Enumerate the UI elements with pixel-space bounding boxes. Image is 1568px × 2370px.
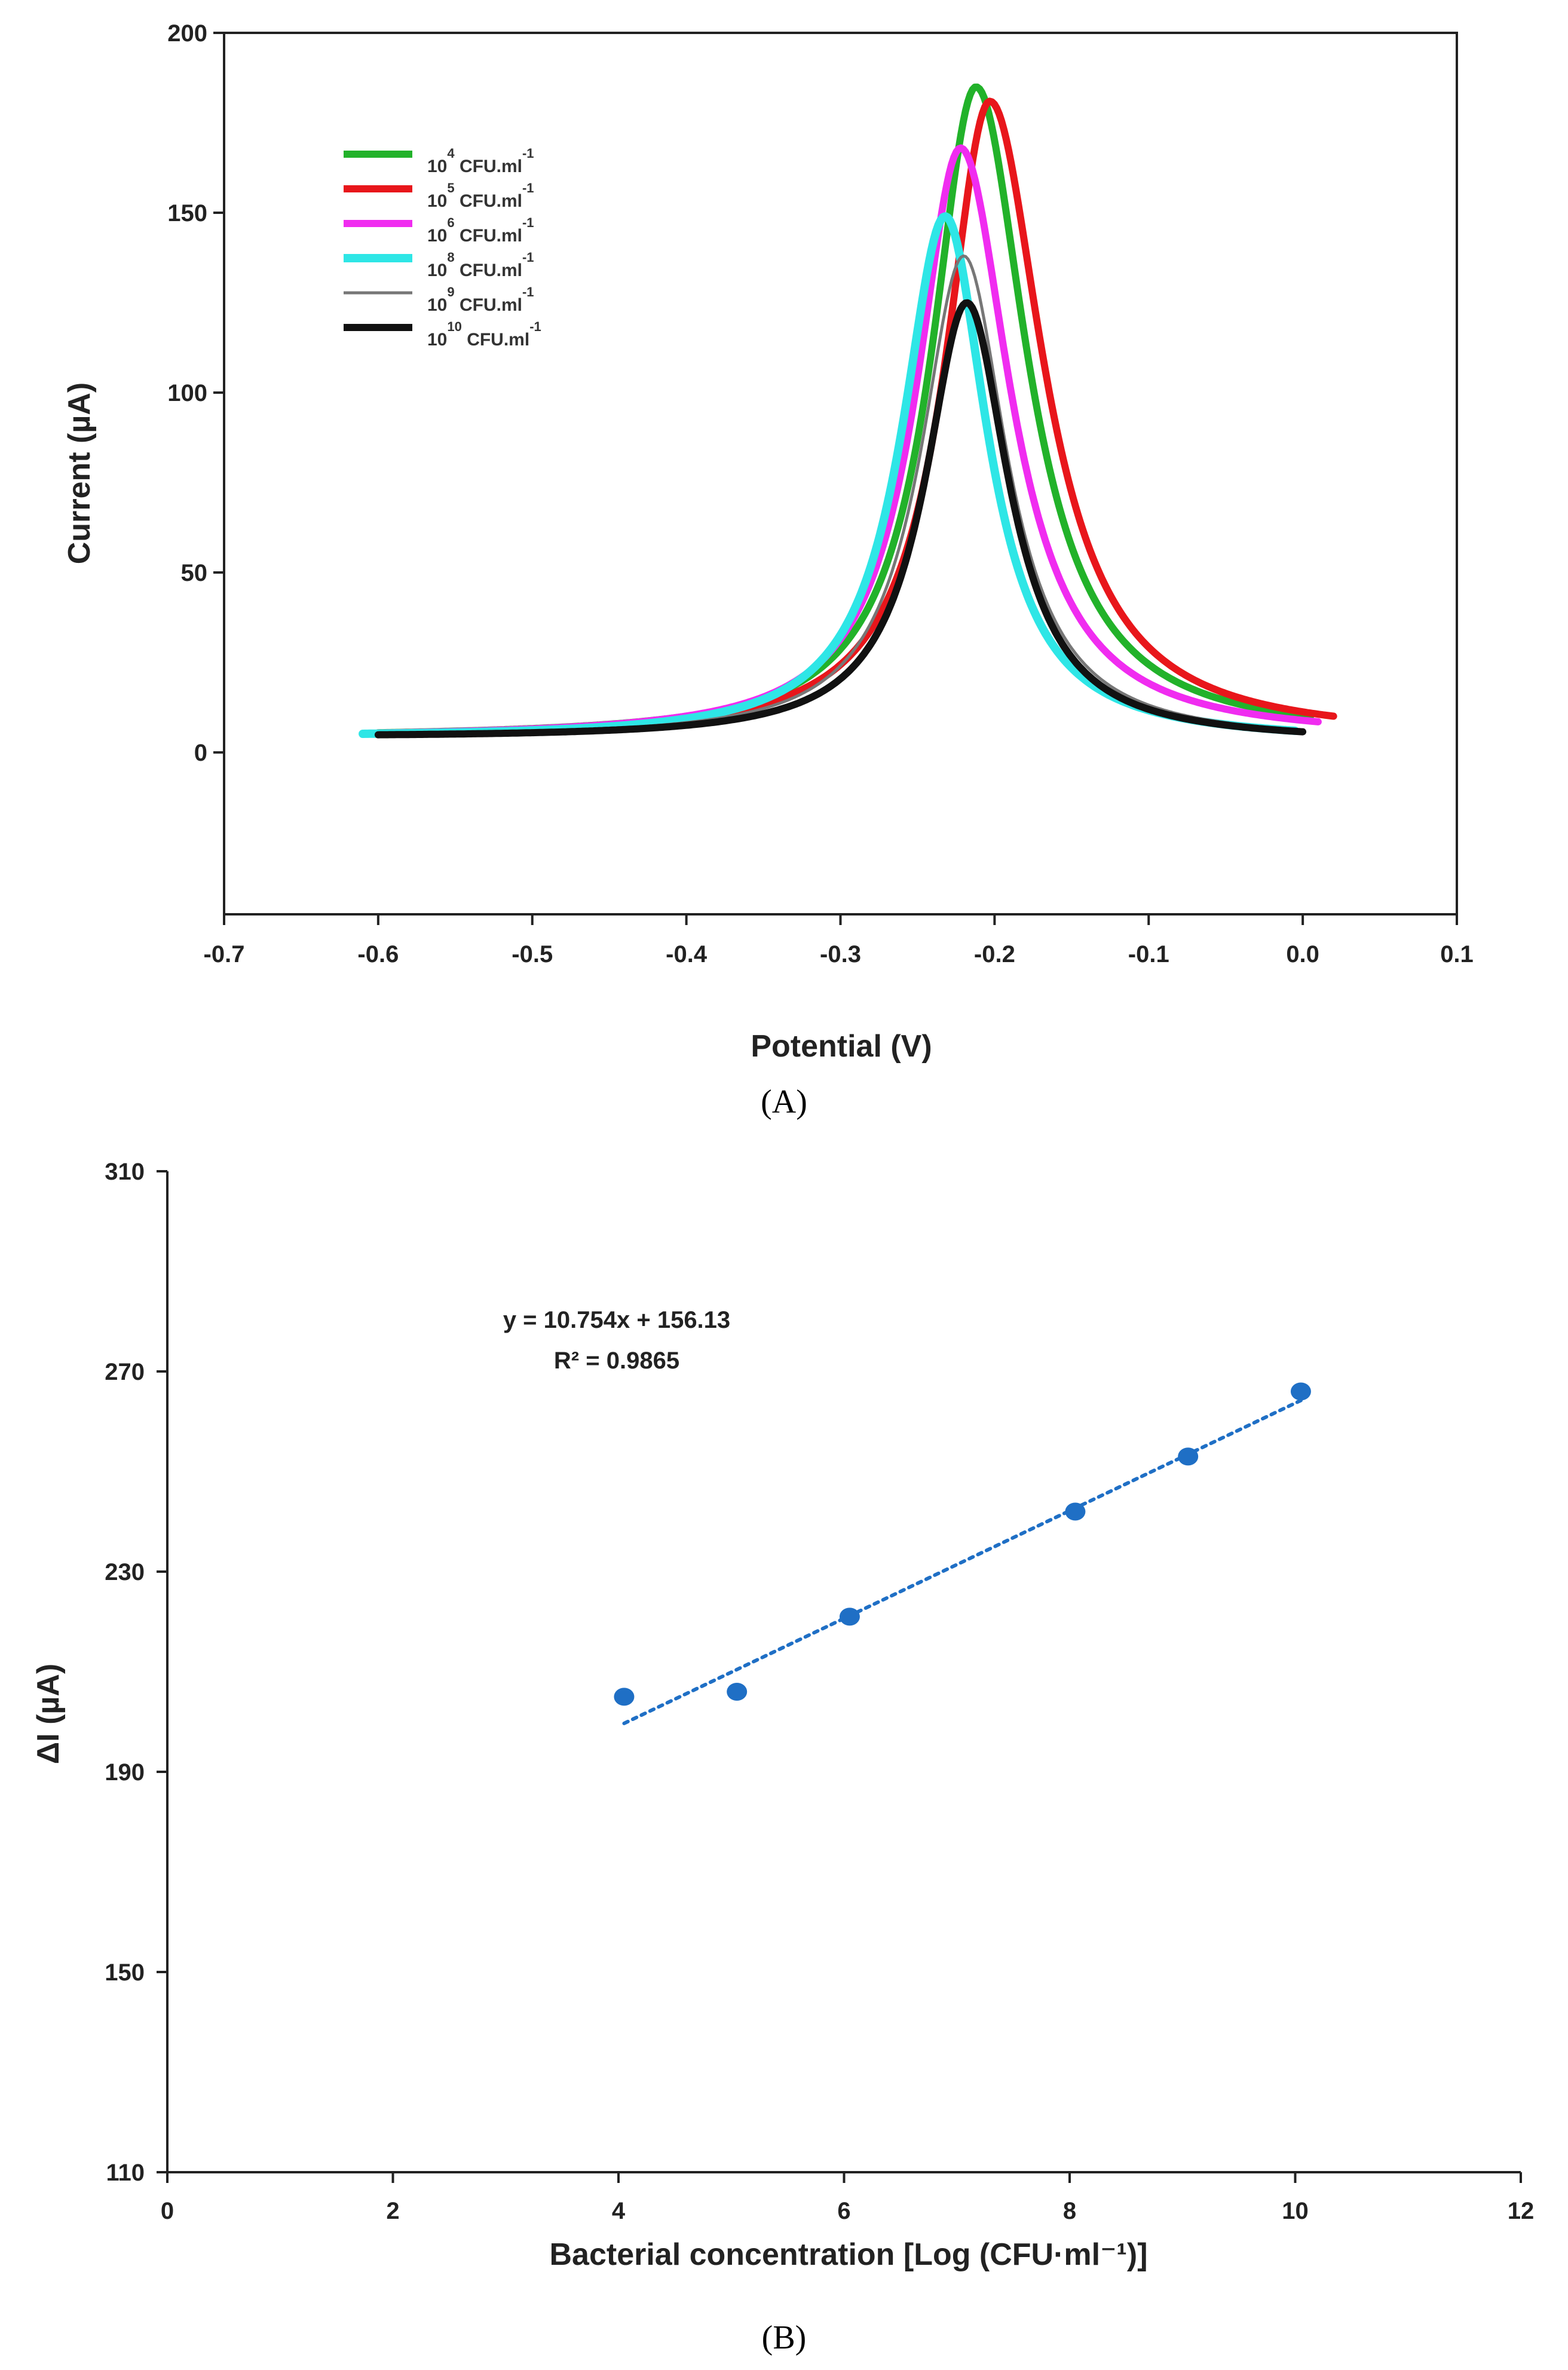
panel-b-y-tick-label: 190 — [105, 1759, 145, 1786]
panel-b-data-point — [839, 1607, 860, 1626]
panel-a-label: (A) — [761, 1083, 807, 1120]
panel-b-x-tick-label: 8 — [1063, 2198, 1076, 2224]
panel-a-y-tick-label: 100 — [167, 380, 207, 406]
panel-b-x-axis-ticks: 0 2 4 6 8 10 12 — [161, 2172, 1534, 2224]
panel-a-y-tick-label: 50 — [181, 560, 208, 586]
panel-b-x-tick-label: 6 — [837, 2198, 850, 2224]
panel-a-y-tick-label: 150 — [167, 200, 207, 226]
panel-b-data-point — [614, 1688, 635, 1706]
panel-b-x-tick-label: 2 — [386, 2198, 399, 2224]
panel-a-legend-entry: 106 CFU.ml-1 — [427, 215, 534, 246]
panel-b-y-axis-ticks: 110 150 190 230 270 310 — [105, 1159, 167, 2186]
panel-a-legend-entry: 104 CFU.ml-1 — [427, 146, 534, 176]
panel-b-trendline — [622, 1398, 1303, 1725]
panel-b-data-point — [1065, 1502, 1086, 1521]
panel-a-x-tick-label: -0.5 — [512, 941, 553, 967]
panel-b-axes — [166, 1171, 1521, 2173]
panel-b-x-tick-label: 10 — [1282, 2198, 1309, 2224]
panel-b-y-tick-label: 110 — [106, 2160, 145, 2186]
panel-b-x-tick-label: 4 — [612, 2198, 626, 2224]
panel-b-x-tick-label: 0 — [161, 2198, 174, 2224]
panel-a-curve-series-6 — [374, 299, 1307, 739]
panel-b-r-squared: R² = 0.9865 — [554, 1348, 679, 1374]
panel-b-data-point — [1178, 1447, 1199, 1466]
panel-a-x-tick-label: 0.0 — [1286, 941, 1319, 967]
panel-a-x-tick-label: -0.2 — [974, 941, 1015, 967]
panel-a-x-tick-label: -0.4 — [666, 941, 708, 967]
panel-b-data-points — [614, 1382, 1311, 1706]
panel-a-x-tick-label: -0.1 — [1128, 941, 1169, 967]
panel-b-y-axis-title: ΔI (µA) — [31, 1664, 66, 1764]
panel-b-calibration: 110 150 190 230 270 310 0 2 4 6 8 10 12 y = 10.754x… — [31, 1159, 1534, 2356]
panel-a-y-axis-ticks: 0 50 100 150 200 — [167, 20, 224, 766]
panel-a-y-axis-title: Current (µA) — [62, 382, 97, 564]
panel-b-y-tick-label: 270 — [105, 1359, 145, 1385]
panel-a-x-tick-label: -0.6 — [357, 941, 399, 967]
panel-a-legend-entry: 105 CFU.ml-1 — [427, 180, 534, 211]
panel-b-y-tick-label: 310 — [105, 1159, 145, 1185]
panel-a-legend-entry: 1010 CFU.ml-1 — [427, 319, 541, 350]
panel-b-x-axis-title: Bacterial concentration [Log (CFU·ml⁻¹)] — [549, 2237, 1147, 2272]
panel-a-curves — [359, 83, 1337, 739]
panel-a-plot-frame — [223, 32, 1458, 915]
panel-a-x-axis-ticks: -0.7 -0.6 -0.5 -0.4 -0.3 -0.2 -0.1 0.0 0.1 — [204, 914, 1474, 967]
panel-a-x-tick-label: -0.7 — [204, 941, 245, 967]
panel-a-x-axis-title: Potential (V) — [751, 1029, 932, 1064]
panel-a-y-tick-label: 200 — [167, 20, 207, 47]
panel-b-data-point — [1290, 1382, 1311, 1401]
panel-a-legend-entry: 108 CFU.ml-1 — [427, 250, 534, 280]
panel-b-y-tick-label: 150 — [105, 1959, 145, 1986]
panel-b-data-point — [727, 1683, 748, 1701]
panel-b-x-tick-label: 12 — [1508, 2198, 1535, 2224]
panel-b-label: (B) — [762, 2319, 807, 2356]
panel-a-legend-entry: 109 CFU.ml-1 — [427, 284, 534, 315]
panel-b-equation: y = 10.754x + 156.13 — [503, 1307, 730, 1333]
panel-b-y-tick-label: 230 — [105, 1559, 145, 1585]
panel-a-x-tick-label: -0.3 — [820, 941, 861, 967]
panel-a-x-tick-label: 0.1 — [1440, 941, 1474, 967]
panel-b-trendline-layer — [622, 1398, 1303, 1725]
panel-a-legend: 104 CFU.ml-1 105 CFU.ml-1 106 CFU.ml-1 108 … — [344, 146, 541, 350]
panel-a-y-tick-label: 0 — [194, 740, 207, 766]
